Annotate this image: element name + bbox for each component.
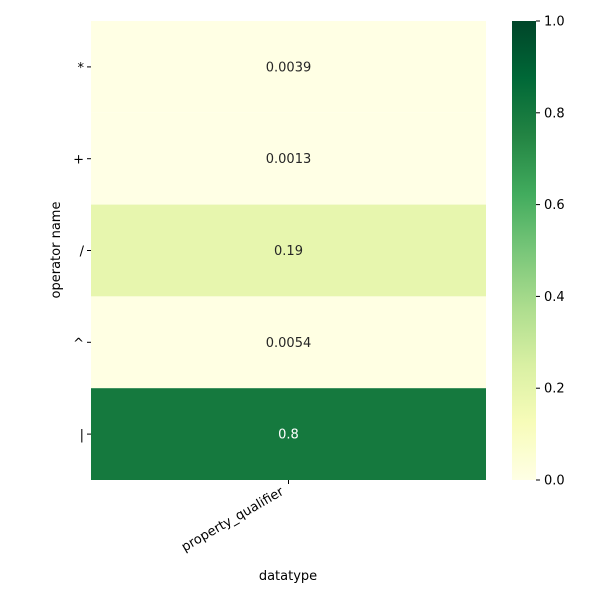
colorbar-tick-label: 0.0 xyxy=(544,474,565,489)
heatmap-cell xyxy=(91,21,486,113)
heatmap-cells: 0.0039 0.0013 0.19 0.0054 0.8 xyxy=(91,21,486,480)
colorbar xyxy=(512,21,536,480)
cell-value-label: 0.0013 xyxy=(266,152,312,167)
y-tick-label: ^ xyxy=(73,336,84,351)
y-tick-label: / xyxy=(80,245,85,260)
y-tick-label: | xyxy=(80,428,84,443)
heatmap-cell xyxy=(91,388,486,480)
heatmap-cell xyxy=(91,296,486,389)
x-axis-label: datatype xyxy=(259,569,317,584)
x-tick-label: property_qualifier xyxy=(179,484,287,555)
heatmap-cell xyxy=(91,112,486,205)
y-tick-label: * xyxy=(78,61,85,76)
y-axis-ticks: * + / ^ | xyxy=(73,61,91,443)
colorbar-tick-label: 0.6 xyxy=(544,198,565,213)
y-axis-label: operator name xyxy=(49,202,64,299)
colorbar-ticks: 0.0 0.2 0.4 0.6 0.8 1.0 xyxy=(536,15,565,489)
cell-value-label: 0.8 xyxy=(278,428,299,443)
colorbar-tick-label: 0.8 xyxy=(544,106,565,121)
y-tick-label: + xyxy=(73,153,84,168)
colorbar-tick-label: 0.4 xyxy=(544,290,565,305)
x-axis-ticks: property_qualifier xyxy=(179,480,289,555)
colorbar-tick-label: 1.0 xyxy=(544,15,565,30)
cell-value-label: 0.0039 xyxy=(266,60,312,75)
cell-value-label: 0.0054 xyxy=(266,336,312,351)
colorbar-tick-label: 0.2 xyxy=(544,382,565,397)
heatmap-cell xyxy=(91,204,486,297)
cell-value-label: 0.19 xyxy=(274,244,303,259)
